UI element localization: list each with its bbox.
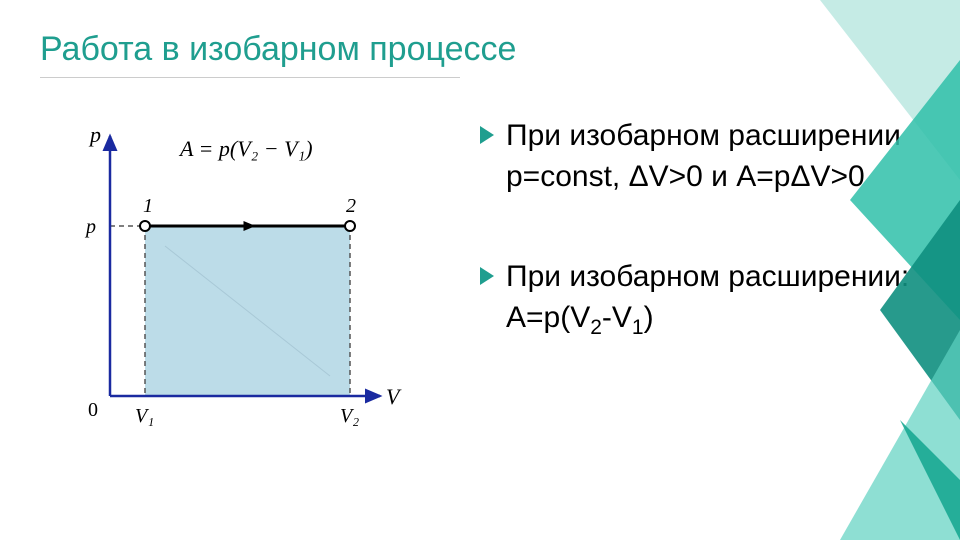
content-row: p p 0 V V₁ V₂ 1 2 A = p(V₂ − V₁) При изобарном р… xyxy=(40,106,920,446)
bullet-icon xyxy=(480,126,494,144)
svg-text:2: 2 xyxy=(346,195,356,217)
pv-chart: p p 0 V V₁ V₂ 1 2 A = p(V₂ − V₁) xyxy=(40,106,420,446)
svg-text:V₂: V₂ xyxy=(340,405,359,427)
svg-text:V: V xyxy=(386,384,402,409)
svg-text:A = p(V₂ − V₁): A = p(V₂ − V₁) xyxy=(178,136,313,161)
svg-text:1: 1 xyxy=(143,195,153,217)
title-underline xyxy=(40,77,460,78)
page-title: Работа в изобарном процессе xyxy=(40,30,920,69)
bullet-icon xyxy=(480,267,494,285)
list-item: При изобарном расширении: A=p(V2-V1) xyxy=(480,257,920,342)
svg-text:V₁: V₁ xyxy=(135,405,154,427)
pv-chart-svg: p p 0 V V₁ V₂ 1 2 A = p(V₂ − V₁) xyxy=(40,106,420,446)
svg-text:0: 0 xyxy=(88,399,98,421)
bullet-text-2: При изобарном расширении: A=p(V2-V1) xyxy=(506,257,920,342)
list-item: При изобарном расширении p=const, ΔV>0 и… xyxy=(480,116,920,197)
bullet-text-1: При изобарном расширении p=const, ΔV>0 и… xyxy=(506,116,920,197)
svg-text:p: p xyxy=(84,216,96,238)
bullet-list: При изобарном расширении p=const, ΔV>0 и… xyxy=(480,106,920,446)
slide: Работа в изобарном процессе p p 0 V V₁ V₂ 1 2 A … xyxy=(0,0,960,540)
svg-text:p: p xyxy=(88,122,101,147)
